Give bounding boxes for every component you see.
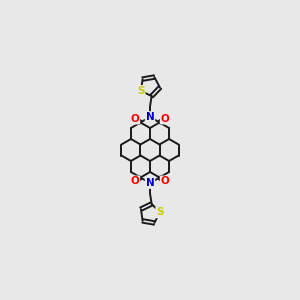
Text: O: O [161, 114, 170, 124]
Text: N: N [146, 178, 154, 188]
Text: N: N [146, 112, 154, 122]
Text: O: O [130, 114, 139, 124]
Text: O: O [161, 176, 170, 186]
Text: S: S [137, 86, 145, 96]
Text: S: S [156, 208, 164, 218]
Text: O: O [130, 176, 139, 186]
